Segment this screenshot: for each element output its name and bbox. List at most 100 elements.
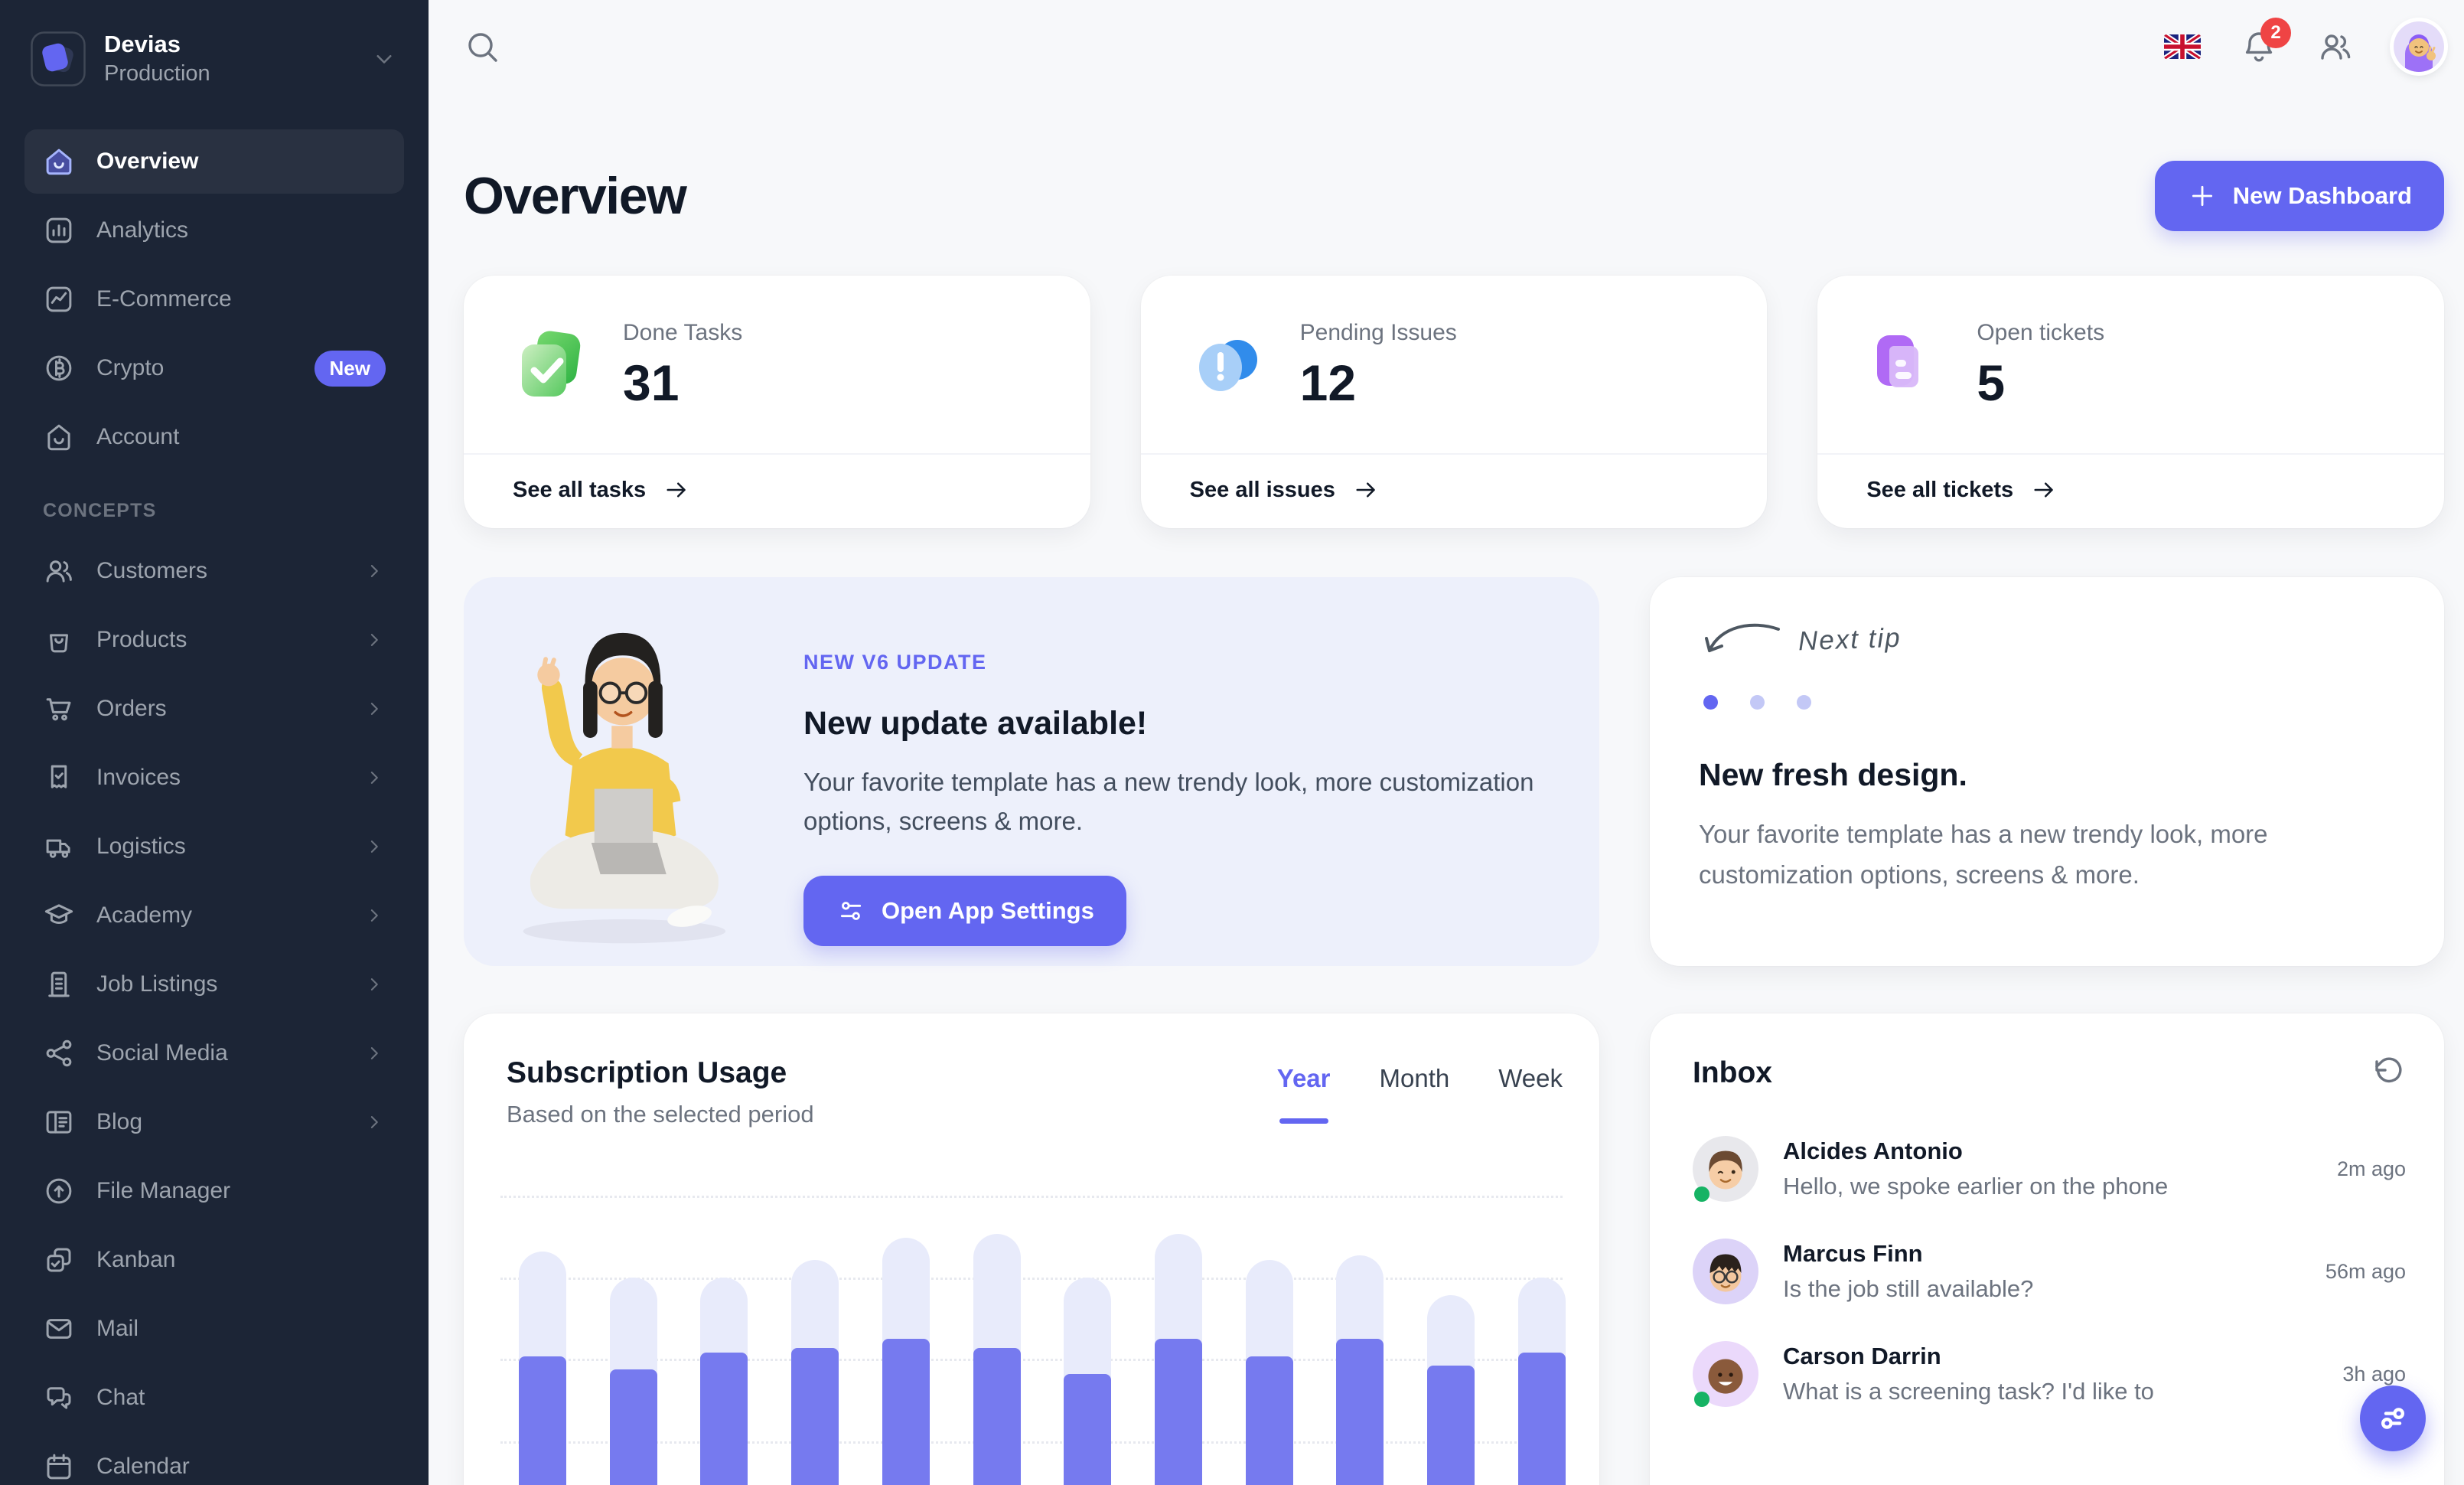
sidebar-item-label: Social Media	[96, 1040, 228, 1066]
chevron-right-icon	[370, 703, 378, 715]
stat-value: 5	[1977, 354, 2006, 411]
cart-icon	[46, 698, 71, 721]
sidebar-item-label: Analytics	[96, 217, 189, 243]
inbox-time: 3h ago	[2342, 1362, 2406, 1385]
tab-year[interactable]: Year	[1277, 1064, 1331, 1124]
contacts-button[interactable]	[2317, 28, 2354, 65]
sidebar-item-label: Customers	[96, 558, 208, 583]
update-banner: NEW V6 UPDATE New update available! Your…	[464, 577, 1599, 966]
kanban-icon	[47, 1248, 71, 1272]
usage-bar-fill	[519, 1356, 566, 1485]
refresh-button[interactable]	[2369, 1055, 2406, 1092]
inbox-item[interactable]: Alcides Antonio Hello, we spoke earlier …	[1693, 1136, 2406, 1202]
arrow-right-icon	[1356, 482, 1375, 498]
inbox-card: Inbox	[1650, 1013, 2444, 1485]
search-icon	[468, 33, 497, 62]
gridline	[500, 1196, 1563, 1198]
open-tickets-card: Open tickets 5 See all tickets	[1817, 276, 2444, 528]
sidebar-item-calendar[interactable]: Calendar	[24, 1434, 404, 1485]
chevron-right-icon	[370, 840, 378, 853]
calendar-icon	[47, 1454, 71, 1480]
bar-chart-icon	[46, 217, 72, 243]
plus-icon	[2192, 185, 2212, 207]
sidebar-item-job-listings[interactable]: Job Listings	[24, 952, 404, 1017]
sidebar-item-label: Invoices	[96, 765, 181, 790]
chart-title: Subscription Usage	[507, 1056, 787, 1089]
pending-issues-icon	[1198, 340, 1257, 391]
graduation-cap-icon	[44, 904, 73, 925]
workspace-subtitle: Production	[104, 61, 210, 86]
sidebar-item-label: File Manager	[96, 1178, 231, 1203]
see-all-tickets-link[interactable]: See all tickets	[1866, 476, 2058, 504]
language-button[interactable]	[2164, 28, 2201, 65]
user-avatar[interactable]	[2394, 21, 2444, 72]
period-tabs: Year Month Week	[1277, 1064, 1563, 1124]
chevron-right-icon	[370, 1047, 378, 1059]
article-icon	[46, 1111, 72, 1134]
sidebar-item-academy[interactable]: Academy	[24, 883, 404, 948]
usage-bar-plot	[500, 1013, 1566, 1485]
sidebar-item-label: Calendar	[96, 1454, 190, 1479]
sidebar-item-overview[interactable]: Overview	[24, 129, 404, 194]
sidebar-item-chat[interactable]: Chat	[24, 1366, 404, 1430]
uk-flag-icon	[2164, 34, 2201, 59]
devias-logo-icon	[31, 31, 86, 86]
topbar: 2	[464, 0, 2444, 93]
stat-value: 12	[1299, 354, 1357, 411]
truck-icon	[46, 839, 70, 858]
sidebar-item-file-manager[interactable]: File Manager	[24, 1159, 404, 1223]
stat-value: 31	[623, 354, 680, 411]
tab-month[interactable]: Month	[1379, 1064, 1450, 1092]
avatar-marcus	[1693, 1239, 1758, 1304]
open-app-settings-button[interactable]: Open App Settings	[803, 876, 1126, 947]
sidebar-item-customers[interactable]: Customers	[24, 539, 404, 603]
page-header: Overview New Dashboard	[464, 161, 2444, 231]
pending-issues-card: Pending Issues 12 See all issues	[1140, 276, 1768, 528]
inbox-time: 2m ago	[2336, 1157, 2406, 1180]
stat-label: Pending Issues	[1299, 320, 1457, 345]
upload-circle-icon	[46, 1178, 72, 1204]
sidebar-item-mail[interactable]: Mail	[24, 1297, 404, 1361]
tab-week[interactable]: Week	[1498, 1064, 1563, 1092]
search-button[interactable]	[464, 28, 500, 65]
sidebar-item-orders[interactable]: Orders	[24, 677, 404, 741]
people-icon	[2321, 34, 2351, 60]
theme-settings-fab[interactable]	[2360, 1385, 2426, 1451]
chevron-right-icon	[370, 1116, 378, 1128]
workspace-switcher[interactable]: Devias Production	[24, 31, 404, 86]
banner-description: Your favorite template has a new trendy …	[803, 768, 1534, 836]
usage-bar-fill	[973, 1348, 1021, 1485]
carousel-dot[interactable]	[1797, 695, 1811, 710]
bitcoin-icon	[46, 355, 72, 381]
carousel-dot[interactable]	[1703, 695, 1718, 710]
workspace-title: Devias	[104, 31, 181, 57]
carousel-dot[interactable]	[1750, 695, 1765, 710]
sidebar-item-blog[interactable]: Blog	[24, 1090, 404, 1154]
sidebar-item-kanban[interactable]: Kanban	[24, 1228, 404, 1292]
sidebar-item-invoices[interactable]: Invoices	[24, 746, 404, 810]
handdrawn-arrow-icon	[1705, 623, 1780, 652]
sidebar-item-social-media[interactable]: Social Media	[24, 1021, 404, 1085]
sidebar-item-crypto[interactable]: Crypto New	[24, 336, 404, 400]
usage-bar-fill	[610, 1369, 657, 1485]
notifications-button[interactable]: 2	[2241, 18, 2291, 65]
sidebar-item-label: Account	[96, 424, 180, 449]
divider	[1817, 453, 2444, 455]
sidebar-item-ecommerce[interactable]: E-Commerce	[24, 267, 404, 331]
see-all-tasks-link[interactable]: See all tasks	[513, 476, 690, 504]
sidebar-item-products[interactable]: Products	[24, 608, 404, 672]
sidebar-item-account[interactable]: Account	[24, 405, 404, 469]
online-status-dot	[1694, 1392, 1709, 1407]
chat-icon	[47, 1387, 71, 1409]
sidebar-item-logistics[interactable]: Logistics	[24, 814, 404, 879]
inbox-item[interactable]: Carson Darrin What is a screening task? …	[1693, 1341, 2406, 1407]
sidebar-item-label: Mail	[96, 1316, 139, 1341]
usage-bar-fill	[1246, 1356, 1293, 1485]
inbox-item[interactable]: Marcus Finn Is the job still available? …	[1693, 1239, 2406, 1304]
chevron-right-icon	[370, 909, 378, 922]
see-all-issues-link[interactable]: See all issues	[1190, 476, 1380, 504]
usage-bar-fill	[791, 1348, 839, 1485]
sidebar-item-analytics[interactable]: Analytics	[24, 198, 404, 263]
avatar-carson	[1693, 1341, 1758, 1407]
new-dashboard-button[interactable]: New Dashboard	[2154, 161, 2444, 231]
